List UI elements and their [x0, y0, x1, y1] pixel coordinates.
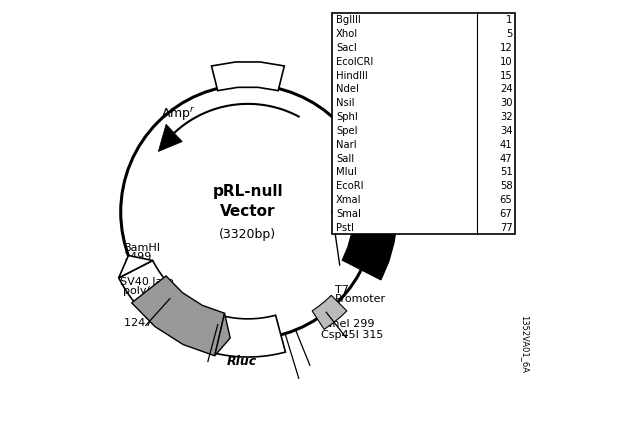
- Text: Amp$^r$: Amp$^r$: [161, 106, 195, 123]
- Text: XhoI: XhoI: [336, 29, 358, 39]
- Text: 67: 67: [500, 209, 513, 219]
- Text: Vector: Vector: [220, 204, 276, 220]
- Text: MluI: MluI: [336, 167, 357, 178]
- Polygon shape: [158, 124, 182, 151]
- Text: (3320bp): (3320bp): [220, 228, 276, 241]
- Text: SmaI: SmaI: [336, 209, 361, 219]
- Text: NheI 299: NheI 299: [324, 319, 375, 329]
- Polygon shape: [118, 256, 153, 278]
- Text: 1: 1: [506, 15, 513, 25]
- Text: T7: T7: [335, 285, 349, 295]
- Text: 34: 34: [500, 126, 513, 136]
- Text: Rluc: Rluc: [227, 355, 257, 368]
- Text: 1352VA01_6A: 1352VA01_6A: [520, 315, 529, 373]
- Text: HindIII: HindIII: [336, 71, 368, 81]
- Polygon shape: [215, 313, 230, 356]
- Polygon shape: [211, 62, 284, 91]
- Bar: [332, 13, 515, 234]
- Text: 58: 58: [500, 181, 513, 191]
- Text: SphI: SphI: [336, 112, 358, 122]
- Text: Promoter: Promoter: [335, 294, 386, 304]
- Text: 12: 12: [500, 43, 513, 53]
- Text: 51: 51: [500, 167, 513, 178]
- Text: NarI: NarI: [336, 140, 356, 150]
- Text: 77: 77: [500, 223, 513, 233]
- Text: 65: 65: [500, 195, 513, 205]
- Text: pRL-null: pRL-null: [212, 184, 284, 199]
- Text: 15: 15: [500, 71, 513, 81]
- Text: SalI: SalI: [336, 153, 354, 164]
- Text: 41: 41: [500, 140, 513, 150]
- Text: 32: 32: [500, 112, 513, 122]
- Text: SacI: SacI: [336, 43, 357, 53]
- Text: XmaI: XmaI: [336, 195, 362, 205]
- Text: 10: 10: [500, 57, 513, 67]
- Text: Csp45I 315: Csp45I 315: [321, 330, 383, 340]
- Text: NsiI: NsiI: [336, 98, 355, 108]
- Text: ori: ori: [337, 129, 353, 142]
- Text: 30: 30: [500, 98, 513, 108]
- Polygon shape: [118, 260, 285, 357]
- Text: 1247 XbaI: 1247 XbaI: [124, 318, 180, 328]
- Text: 24: 24: [500, 84, 513, 95]
- Text: EcoRI: EcoRI: [336, 181, 364, 191]
- Polygon shape: [342, 219, 397, 280]
- Text: BamHI: BamHI: [124, 243, 161, 253]
- Text: 5: 5: [506, 29, 513, 39]
- Text: poly(A): poly(A): [123, 286, 163, 296]
- Text: NdeI: NdeI: [336, 84, 359, 95]
- Text: 1499: 1499: [124, 252, 152, 262]
- Text: BglIII: BglIII: [336, 15, 361, 25]
- Text: SV40 late: SV40 late: [120, 277, 173, 287]
- Text: PstI: PstI: [336, 223, 354, 233]
- Text: EcoICRI: EcoICRI: [336, 57, 373, 67]
- Polygon shape: [132, 276, 225, 356]
- Polygon shape: [312, 296, 347, 329]
- Text: 47: 47: [500, 153, 513, 164]
- Text: SpeI: SpeI: [336, 126, 358, 136]
